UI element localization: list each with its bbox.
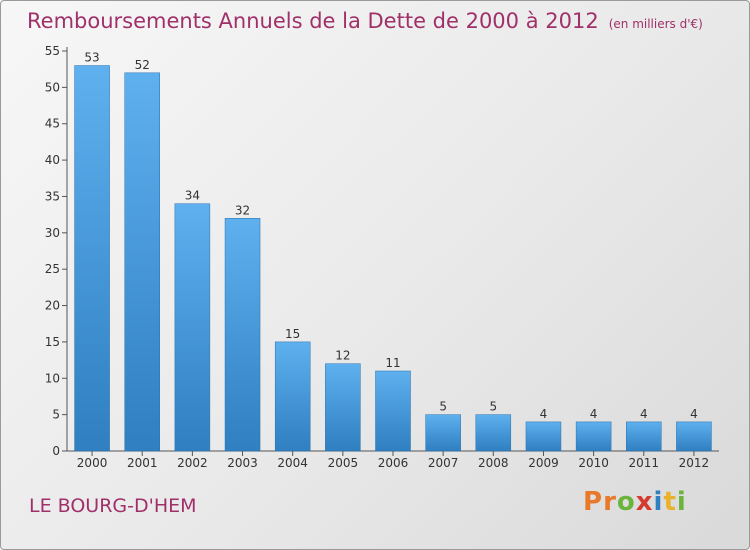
bar-2000 xyxy=(74,65,110,452)
logo-letter: i xyxy=(676,487,687,517)
logo-letter: P xyxy=(583,487,604,517)
logo-letter: t xyxy=(663,487,677,517)
bar-2005 xyxy=(325,363,361,452)
y-tick-label: 35 xyxy=(45,189,60,203)
bar-2008 xyxy=(475,414,512,452)
y-tick-label: 30 xyxy=(45,226,60,240)
data-label: 12 xyxy=(335,349,350,363)
y-tick-label: 5 xyxy=(52,408,60,422)
bar-2010 xyxy=(575,421,612,452)
x-tick-label: 2010 xyxy=(578,456,609,470)
x-tick-label: 2008 xyxy=(478,456,509,470)
x-tick-label: 2012 xyxy=(679,456,710,470)
bar-2003 xyxy=(224,218,261,452)
data-label: 4 xyxy=(690,407,698,421)
data-label: 5 xyxy=(439,400,447,414)
data-label: 4 xyxy=(540,407,548,421)
x-tick-label: 2001 xyxy=(127,456,158,470)
y-tick-label: 25 xyxy=(45,262,60,276)
data-label: 4 xyxy=(640,407,648,421)
logo-letter: x xyxy=(635,487,654,517)
x-tick-label: 2002 xyxy=(177,456,208,470)
bar-2011 xyxy=(626,421,662,452)
logo-letter: o xyxy=(616,487,636,517)
x-tick-label: 2011 xyxy=(628,456,659,470)
logo-letter: i xyxy=(653,487,664,517)
logo-letter: r xyxy=(603,487,617,517)
chart-title: Remboursements Annuels de la Dette de 20… xyxy=(27,9,703,33)
x-tick-label: 2007 xyxy=(428,456,459,470)
x-tick-label: 2005 xyxy=(328,456,359,470)
data-label: 34 xyxy=(185,189,200,203)
data-label: 53 xyxy=(84,51,99,65)
data-labels: 53 52 34 32 15 12 11 5 5 4 4 4 4 xyxy=(84,51,697,421)
bar-2009 xyxy=(525,421,562,452)
data-label: 52 xyxy=(135,58,150,72)
bars xyxy=(74,65,712,452)
bar-2004 xyxy=(274,341,311,452)
data-label: 15 xyxy=(285,327,300,341)
data-label: 32 xyxy=(235,203,250,217)
chart-unit: (en milliers d'€) xyxy=(608,17,703,31)
y-tick-label: 40 xyxy=(45,153,60,167)
x-tick-label: 2000 xyxy=(77,456,108,470)
city-name: LE BOURG-D'HEM xyxy=(29,495,197,517)
bar-2006 xyxy=(375,370,411,452)
y-tick-label: 0 xyxy=(52,444,60,458)
bar-2012 xyxy=(676,421,712,452)
x-tick-label: 2009 xyxy=(528,456,559,470)
y-tick-label: 50 xyxy=(45,80,60,94)
bar-2002 xyxy=(174,203,211,452)
bar-2001 xyxy=(124,72,160,452)
x-tick-label: 2006 xyxy=(378,456,409,470)
y-tick-label: 45 xyxy=(45,117,60,131)
y-tick-label: 15 xyxy=(45,335,60,349)
x-tick-label: 2003 xyxy=(227,456,258,470)
bar-2007 xyxy=(425,414,461,452)
proxiti-logo: Proxiti xyxy=(583,487,687,517)
data-label: 11 xyxy=(385,356,400,370)
y-tick-label: 55 xyxy=(45,44,60,58)
chart-title-text: Remboursements Annuels de la Dette de 20… xyxy=(27,9,599,33)
y-tick-label: 20 xyxy=(45,299,60,313)
data-label: 5 xyxy=(489,400,497,414)
x-tick-label: 2004 xyxy=(277,456,308,470)
y-tick-label: 10 xyxy=(45,371,60,385)
data-label: 4 xyxy=(590,407,598,421)
